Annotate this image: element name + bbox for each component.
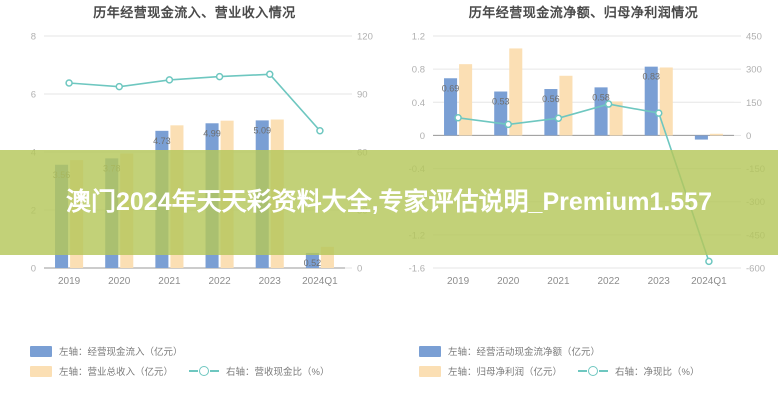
x-axis-tick-label: 2021	[158, 276, 181, 287]
bar-2024Q1	[694, 135, 708, 140]
y-axis-tick-label: 0.4	[412, 98, 425, 109]
bar-2024Q1	[709, 133, 723, 136]
legend-row[interactable]: 左轴：归母净利润（亿元） 右轴：净现比（%）	[419, 364, 759, 378]
bar-2024Q1	[305, 252, 319, 268]
y-axis-tick-label: 8	[31, 32, 36, 43]
line-point-2021	[165, 76, 174, 84]
x-axis-tick-label: 2022	[208, 276, 231, 287]
line-point-2022	[604, 100, 613, 108]
y-axis-tick-label: 6	[31, 90, 36, 101]
bar-2019	[459, 64, 473, 136]
line-point-2023	[655, 109, 663, 117]
bar-2019	[444, 78, 458, 136]
chart-panel-right: 历年经营现金流净额、归母净利润情况 1.20.80.40-0.4-0.8-1.2…	[389, 0, 778, 400]
teal-line-marker-icon	[189, 366, 220, 376]
bar-value-label: 4.99	[203, 128, 221, 138]
bar-2022	[594, 87, 608, 136]
y-axis-tick-label: 0	[420, 131, 425, 142]
line-point-2024Q1	[316, 126, 324, 135]
x-axis-tick-label: 2022	[597, 276, 620, 287]
legend-label: 右轴：净现比（%）	[615, 367, 700, 378]
legend-label: 右轴：营收现金比（%）	[226, 367, 330, 378]
legend-label: 左轴：营业总收入（亿元）	[59, 367, 174, 378]
line-point-2021	[554, 114, 563, 122]
chart-title-left: 历年经营现金流入、营业收入情况	[93, 5, 296, 20]
line-point-2022	[215, 72, 224, 81]
bar-value-label: 0.58	[592, 92, 610, 102]
bar-2021	[544, 89, 558, 136]
bar-value-label: 0.52	[304, 258, 322, 268]
bar-2023	[644, 66, 658, 136]
y-axis-tick-label: -1.6	[409, 264, 425, 275]
teal-line-marker-icon	[578, 366, 609, 376]
bar-2023	[659, 67, 673, 136]
line-point-2023	[266, 70, 274, 79]
bar-2021	[559, 75, 573, 136]
y2-axis-tick-label: 150	[746, 98, 762, 109]
watermark-overlay-band	[0, 150, 778, 255]
bar-value-label: 0.69	[442, 83, 460, 93]
line-point-2020	[504, 120, 512, 129]
y2-axis-tick-label: 0	[357, 264, 362, 275]
y-axis-tick-label: 0.8	[412, 65, 425, 76]
y-axis-tick-label: 1.2	[412, 32, 425, 43]
trend-line	[457, 103, 710, 262]
bar-2022	[609, 101, 623, 136]
watermark-overlay-text: 澳门2024年天天彩资料大全,专家评估说明_Premium1.557	[65, 188, 712, 217]
line-point-2024Q1	[705, 257, 713, 266]
x-axis-tick-label: 2024Q1	[691, 276, 727, 287]
y2-axis-tick-label: 90	[357, 90, 368, 101]
y2-axis-tick-label: -600	[746, 264, 765, 275]
x-axis-tick-label: 2020	[108, 276, 131, 287]
legend-row[interactable]: 左轴：营业总收入（亿元） 右轴：营收现金比（%）	[30, 364, 370, 378]
bar-2020	[509, 48, 523, 136]
bar-value-label: 0.56	[542, 94, 560, 104]
y-axis-tick-label: 0	[31, 264, 36, 275]
x-axis-tick-label: 2019	[58, 276, 81, 287]
legend-left: 左轴：经营现金流入（亿元） 左轴：营业总收入（亿元） 右轴：营收现金比（%）	[30, 344, 370, 378]
bar-value-label: 5.09	[253, 125, 271, 135]
x-axis-tick-label: 2023	[259, 276, 282, 287]
line-point-2019	[454, 114, 462, 122]
x-axis-tick-label: 2020	[497, 276, 520, 287]
x-axis-tick-label: 2024Q1	[302, 276, 338, 287]
y2-axis-tick-label: 120	[357, 32, 373, 43]
x-axis-tick-label: 2021	[547, 276, 570, 287]
legend-label: 左轴：归母净利润（亿元）	[448, 367, 563, 378]
blue-swatch-icon	[419, 345, 441, 357]
line-point-2020	[115, 82, 123, 91]
x-axis-tick-label: 2023	[648, 276, 671, 287]
bar-value-label: 0.83	[642, 72, 660, 82]
y2-axis-tick-label: 300	[746, 65, 762, 76]
line-point-2019	[65, 79, 73, 87]
legend-label: 左轴：经营活动现金流净额（亿元）	[448, 347, 601, 358]
legend-right: 左轴：经营活动现金流净额（亿元） 左轴：归母净利润（亿元） 右轴：净现比（%）	[419, 344, 759, 378]
blue-swatch-icon	[30, 345, 52, 357]
trend-line	[69, 73, 321, 132]
y2-axis-tick-label: 0	[746, 131, 751, 142]
orange-swatch-icon	[30, 365, 52, 377]
y2-axis-tick-label: 450	[746, 32, 762, 43]
legend-row[interactable]: 左轴：经营现金流入（亿元）	[30, 344, 370, 358]
bar-value-label: 4.73	[153, 136, 171, 146]
legend-label: 左轴：经营现金流入（亿元）	[59, 347, 183, 358]
chart-title-right: 历年经营现金流净额、归母净利润情况	[468, 5, 699, 20]
x-axis-tick-label: 2019	[447, 276, 470, 287]
bar-value-label: 0.53	[492, 97, 510, 107]
orange-swatch-icon	[419, 365, 441, 377]
legend-row[interactable]: 左轴：经营活动现金流净额（亿元）	[419, 344, 759, 358]
